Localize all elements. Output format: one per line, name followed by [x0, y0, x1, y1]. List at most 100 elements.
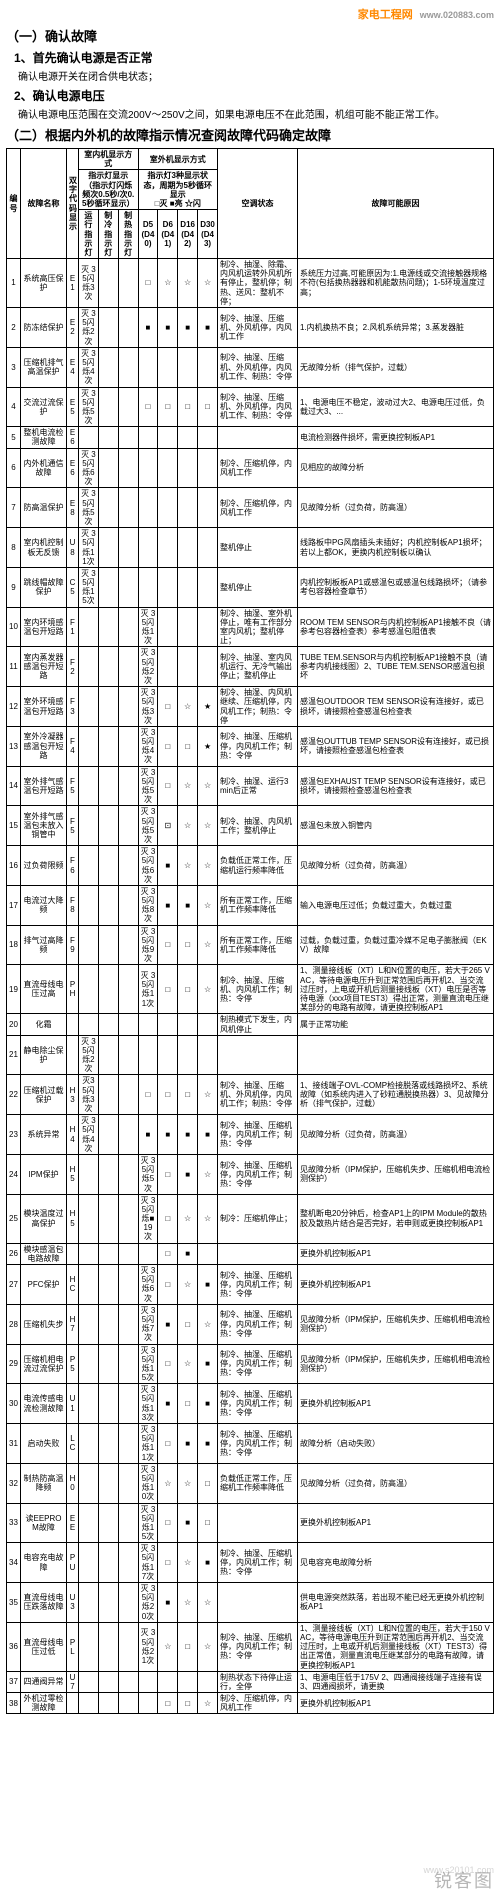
cell-name: 防高温保护 [21, 488, 67, 528]
cell-heat [118, 567, 138, 607]
cell-cool [98, 1693, 118, 1714]
cell-d6: ☆ [158, 259, 178, 308]
cell-d30: ☆ [198, 1075, 218, 1115]
cell-heat [118, 846, 138, 886]
cell-d30 [198, 488, 218, 528]
cell-status: 制冷、抽湿、压缩机、内风机工作；制热：令停 [218, 965, 298, 1014]
cell-d5: 灭 35闪烁11次 [138, 965, 158, 1014]
cell-cool [98, 1503, 118, 1543]
cell-disp [79, 647, 99, 687]
table-row: 19直流母线电压过高PH灭 35闪烁11次□□☆制冷、抽湿、压缩机、内风机工作；… [7, 965, 494, 1014]
cell-name: 室内蒸发器感温包开短路 [21, 647, 67, 687]
cell-disp: 灭 35闪烁5次 [79, 387, 99, 427]
cell-d5: □ [138, 259, 158, 308]
cell-d6 [158, 647, 178, 687]
cell-code: U3 [67, 1583, 79, 1623]
cell-code: F6 [67, 846, 79, 886]
fault-table: 编号 故障名称 双字代码显示 室内机显示方式 室外机显示方式 空调状态 故障可能… [6, 148, 494, 1714]
cell-d5: 灭 35闪烁15次 [138, 1344, 158, 1384]
cell-status: 制冷、抽湿、压缩机停，内风机工作；制热：令停 [218, 1304, 298, 1344]
cell-status: 制冷、压缩机停，内风机工作 [218, 488, 298, 528]
th-run: 运行指示灯 [79, 210, 99, 259]
logo-url: www.020883.com [420, 10, 494, 20]
cell-cool [98, 1035, 118, 1075]
cell-d30 [198, 607, 218, 647]
cell-d6 [158, 567, 178, 607]
cell-d5: 灭 35闪烁6次 [138, 1265, 158, 1305]
cell-cause: 更换外机控制板AP1 [298, 1243, 494, 1264]
cell-d16: ■ [178, 1243, 198, 1264]
cell-cause: 1.内机换热不良；2.风机系统异常；3.蒸发器脏 [298, 308, 494, 348]
cell-no: 29 [7, 1344, 21, 1384]
cell-status: 整机停止 [218, 567, 298, 607]
cell-disp [79, 607, 99, 647]
cell-d6: ■ [158, 1115, 178, 1155]
cell-disp [79, 1671, 99, 1692]
cell-d5 [138, 1243, 158, 1264]
cell-no: 18 [7, 925, 21, 965]
cell-d30: ☆ [198, 259, 218, 308]
cell-cool [98, 1115, 118, 1155]
cell-no: 1 [7, 259, 21, 308]
cell-d30: ☆ [198, 885, 218, 925]
cell-status: 制冷、抽湿、运行3min后正常 [218, 766, 298, 806]
cell-d30 [198, 448, 218, 488]
legend-off: □灭 [155, 199, 168, 208]
cell-heat [118, 259, 138, 308]
cell-cool [98, 308, 118, 348]
cell-d16: □ [178, 387, 198, 427]
cell-heat [118, 885, 138, 925]
cell-heat [118, 1265, 138, 1305]
cell-no: 8 [7, 528, 21, 568]
cell-no: 11 [7, 647, 21, 687]
table-row: 15室外排气感温包未放入铜管中F5灭 35闪烁5次⊡☆☆制冷、抽湿、内风机工作；… [7, 806, 494, 846]
cell-name: 压缩机相电流过流保护 [21, 1344, 67, 1384]
cell-d30: ★ [198, 687, 218, 727]
table-row: 18排气过高降频F9灭 35闪烁9次□□☆所有正常工作，压缩机工作频率降低过载，… [7, 925, 494, 965]
cell-heat [118, 1115, 138, 1155]
cell-d30: ☆ [198, 1154, 218, 1194]
cell-cool [98, 1304, 118, 1344]
cell-d6 [158, 1014, 178, 1035]
cell-code: E6 [67, 448, 79, 488]
cell-name: 室外环境感温包开短路 [21, 687, 67, 727]
section1-sub2: 2、确认电源电压 [14, 87, 494, 104]
cell-d5: 灭 35闪烁7次 [138, 1304, 158, 1344]
table-row: 13室外冷凝器感温包开短路F4灭 35闪烁4次□□★制冷、抽湿、压缩机停，内风机… [7, 726, 494, 766]
cell-heat [118, 387, 138, 427]
cell-cause: 更换外机控制板AP1 [298, 1265, 494, 1305]
cell-code: HC [67, 1265, 79, 1305]
table-row: 36直流母线电压过低PL灭 35闪烁21次☆□☆制冷、抽湿、压缩机停，内风机工作… [7, 1622, 494, 1671]
th-outdoor: 室外机显示方式 [138, 149, 217, 170]
cell-d6: □ [158, 687, 178, 727]
cell-disp: 灭 35闪烁11次 [79, 528, 99, 568]
cell-disp [79, 925, 99, 965]
cell-d30: □ [198, 1503, 218, 1543]
table-row: 35直流母线电压跌落故障U3灭 35闪烁20次■☆☆供电电源突然跌落，若出现不能… [7, 1583, 494, 1623]
cell-cause: 感温包OUTDOOR TEM SENSOR设有连接好，或已损坏，请接照检查感温包… [298, 687, 494, 727]
cell-disp [79, 1543, 99, 1583]
cell-cool [98, 259, 118, 308]
cell-no: 30 [7, 1384, 21, 1424]
cell-name: 整机电流检测故障 [21, 427, 67, 448]
table-row: 10室内环境感温包开短路F1灭 35闪烁1次制冷、抽湿、室外机停止，唯有工作部分… [7, 607, 494, 647]
cell-cool [98, 1243, 118, 1264]
cell-d6 [158, 448, 178, 488]
cell-d5 [138, 1014, 158, 1035]
cell-d5 [138, 567, 158, 607]
cell-heat [118, 528, 138, 568]
cell-heat [118, 1693, 138, 1714]
cell-cause: 更换外机控制板AP1 [298, 1693, 494, 1714]
table-row: 6内外机通信故障E6灭 35闪烁6次制冷、压缩机停，内风机工作见相应的故障分析 [7, 448, 494, 488]
cell-heat [118, 806, 138, 846]
cell-d5: 灭 35闪烁6次 [138, 846, 158, 886]
cell-d5: ■ [138, 308, 158, 348]
cell-cause: 更换外机控制板AP1 [298, 1384, 494, 1424]
cell-no: 38 [7, 1693, 21, 1714]
cell-name: 电流过大降频 [21, 885, 67, 925]
cell-d6: □ [158, 1344, 178, 1384]
cell-d6: ☆ [158, 1622, 178, 1671]
cell-code: U8 [67, 528, 79, 568]
cell-cause: 整机断电20分钟后，检查AP1上的IPM Module的散热胶及散热片结合是否完… [298, 1194, 494, 1243]
cell-d5: □ [138, 387, 158, 427]
